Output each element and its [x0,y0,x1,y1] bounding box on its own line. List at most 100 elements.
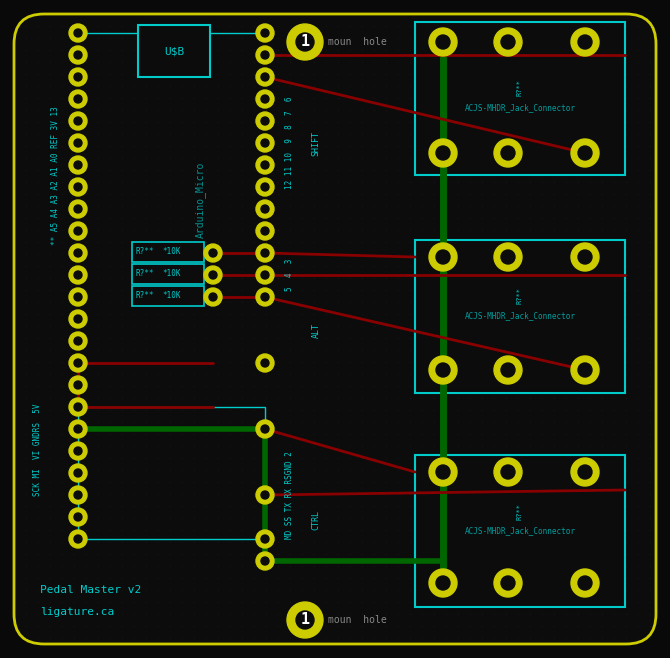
Circle shape [296,33,314,51]
Circle shape [494,139,522,167]
Circle shape [74,249,82,257]
Circle shape [494,356,522,384]
Text: 12 11 10  9  8  7  6: 12 11 10 9 8 7 6 [285,97,295,190]
Circle shape [256,68,274,86]
Circle shape [69,530,87,548]
Circle shape [261,117,269,125]
Circle shape [571,569,599,597]
Circle shape [261,29,269,37]
Text: R?**: R?** [136,291,155,301]
Circle shape [69,112,87,130]
Circle shape [494,458,522,486]
Circle shape [256,200,274,218]
Circle shape [436,465,450,479]
Text: Arduino_Micro: Arduino_Micro [194,162,206,238]
Bar [415,455,625,607]
Circle shape [436,363,450,377]
Circle shape [74,359,82,367]
Circle shape [69,46,87,64]
Circle shape [256,244,274,262]
Circle shape [74,183,82,191]
Circle shape [74,227,82,235]
Circle shape [429,569,457,597]
Circle shape [256,90,274,108]
Circle shape [74,425,82,433]
Circle shape [69,288,87,306]
Circle shape [69,332,87,350]
Circle shape [74,139,82,147]
Circle shape [69,420,87,438]
Circle shape [74,315,82,323]
Circle shape [74,29,82,37]
Circle shape [571,243,599,271]
Text: ACJS-MHDR_Jack_Connector: ACJS-MHDR_Jack_Connector [464,311,576,320]
Text: *10K: *10K [162,247,180,257]
Circle shape [261,139,269,147]
Circle shape [501,363,515,377]
Circle shape [69,486,87,504]
Circle shape [74,73,82,81]
Circle shape [501,35,515,49]
Circle shape [74,535,82,543]
Circle shape [296,611,314,629]
Circle shape [69,508,87,526]
Text: R?**: R?** [136,247,155,257]
Circle shape [256,222,274,240]
Text: CTRL: CTRL [312,510,320,530]
Circle shape [501,250,515,264]
Circle shape [69,354,87,372]
Circle shape [578,250,592,264]
Circle shape [74,293,82,301]
Circle shape [209,249,217,257]
Text: 1: 1 [300,613,310,628]
Circle shape [261,227,269,235]
Circle shape [74,51,82,59]
Text: R?**: R?** [136,270,155,278]
Circle shape [436,146,450,160]
Circle shape [256,354,274,372]
Circle shape [571,458,599,486]
Circle shape [256,134,274,152]
Circle shape [256,420,274,438]
Text: ligature.ca: ligature.ca [40,607,115,617]
Circle shape [74,403,82,411]
FancyBboxPatch shape [14,14,656,644]
Text: ALT: ALT [312,322,320,338]
Circle shape [501,146,515,160]
Text: moun  hole: moun hole [328,37,387,47]
Circle shape [287,24,323,60]
Text: *10K: *10K [162,270,180,278]
Circle shape [256,486,274,504]
Circle shape [429,139,457,167]
Circle shape [261,293,269,301]
Circle shape [261,51,269,59]
Circle shape [69,68,87,86]
Circle shape [74,271,82,279]
Circle shape [204,266,222,284]
Circle shape [256,46,274,64]
Circle shape [261,161,269,169]
Circle shape [261,271,269,279]
Circle shape [69,464,87,482]
Circle shape [69,266,87,284]
Circle shape [578,35,592,49]
Bar [415,22,625,175]
Circle shape [69,134,87,152]
Circle shape [256,178,274,196]
Circle shape [69,200,87,218]
Circle shape [256,266,274,284]
Text: 5  4  3: 5 4 3 [285,259,295,291]
Circle shape [69,442,87,460]
Bar [78,407,265,539]
Text: Pedal Master v2: Pedal Master v2 [40,585,141,595]
Circle shape [429,356,457,384]
Circle shape [74,161,82,169]
Text: U$B: U$B [164,46,184,56]
Circle shape [578,576,592,590]
Text: SCK MI  VI GNDRS  5V: SCK MI VI GNDRS 5V [34,404,42,496]
Circle shape [287,602,323,638]
Circle shape [261,359,269,367]
Circle shape [494,28,522,56]
Circle shape [429,28,457,56]
Circle shape [69,376,87,394]
